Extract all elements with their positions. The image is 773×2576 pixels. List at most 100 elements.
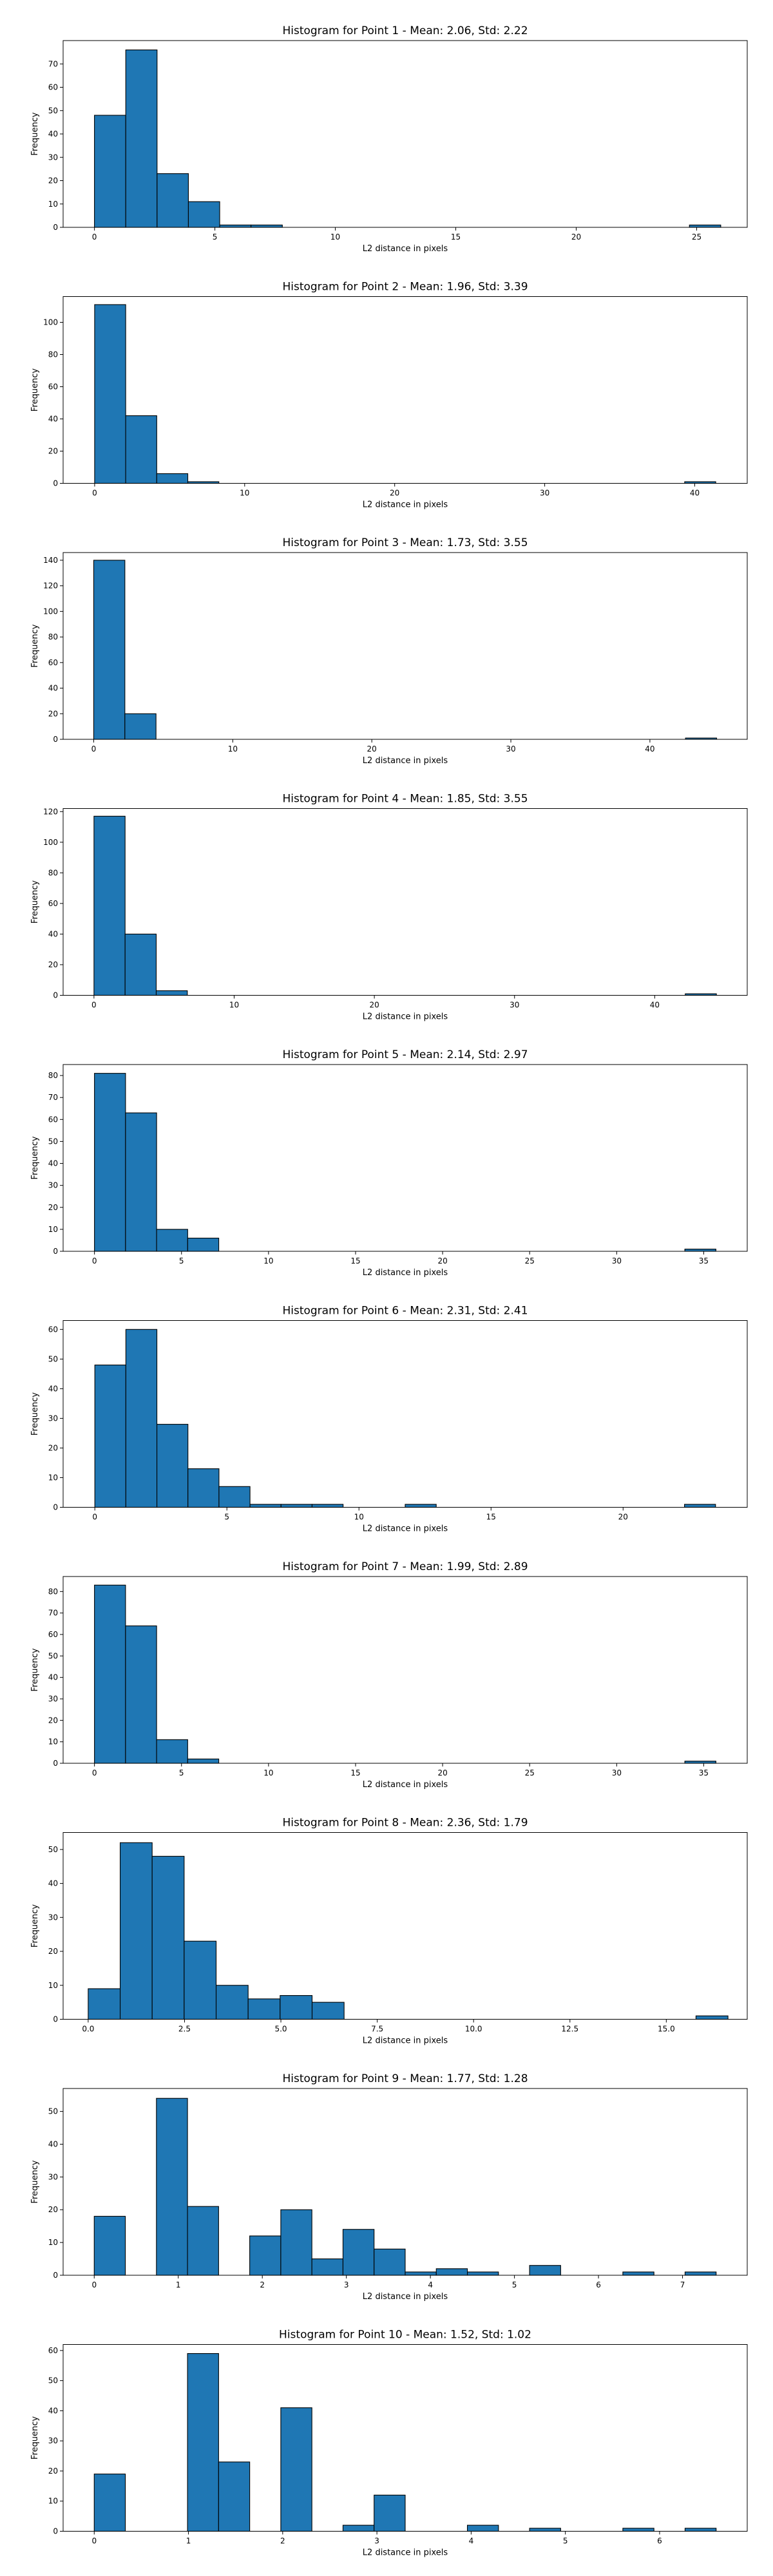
histogram-bar [125,1112,157,1252]
x-tick-label: 1 [186,2537,191,2546]
y-tick-label: 70 [48,59,58,68]
histogram-bar [405,1504,437,1508]
x-tick-label: 15 [486,1513,496,1522]
y-tick-label: 0 [53,1247,58,1256]
y-tick-label: 60 [48,1630,58,1639]
histogram-bar [684,1249,716,1252]
x-tick-label: 0 [92,1768,97,1777]
y-tick-label: 20 [48,1443,58,1452]
y-axis-label: Frequency [30,624,40,667]
plot-frame [62,1832,748,2020]
histogram-bar [125,49,158,228]
y-axis-label: Frequency [30,368,40,412]
histogram-panel-8: Histogram for Point 8 - Mean: 2.36, Std:… [30,1817,748,2046]
x-tick-label: 10 [263,1768,273,1777]
y-tick-label: 30 [48,1913,58,1922]
x-tick-label: 35 [699,1256,709,1265]
y-axis-label: Frequency [30,1904,40,1947]
histogram-bar [374,2248,406,2276]
chart-title: Histogram for Point 3 - Mean: 1.73, Std:… [282,536,528,549]
chart-title: Histogram for Point 4 - Mean: 1.85, Std:… [282,793,528,806]
x-tick-label: 15 [350,1768,360,1777]
x-tick-label: 25 [525,1768,535,1777]
x-tick-label: 0 [91,2537,97,2546]
histogram-bar [249,1504,282,1508]
plot-frame [62,2088,748,2276]
x-tick-label: 6 [596,2280,601,2289]
x-tick-label: 15 [451,232,461,242]
histogram-bar [684,1504,716,1508]
plot-frame [62,552,748,740]
y-tick-label: 30 [48,2172,58,2181]
chart-title: Histogram for Point 5 - Mean: 2.14, Std:… [282,1048,528,1061]
histogram-bar [124,713,157,740]
y-tick-label: 10 [48,1738,58,1747]
x-tick-label: 30 [612,1256,622,1265]
x-tick-label: 0 [91,1001,97,1010]
y-tick-label: 50 [48,106,58,115]
histogram-bar [187,1237,220,1252]
y-tick-label: 60 [48,2346,58,2355]
y-tick-label: 30 [48,1181,58,1190]
x-tick-label: 10 [263,1256,273,1265]
x-tick-label: 0 [92,489,97,498]
y-axis-label: Frequency [30,2416,40,2459]
y-tick-label: 0 [53,2271,58,2280]
x-tick-label: 2 [260,2280,265,2289]
x-tick-label: 7.5 [371,2025,383,2034]
histogram-bar [466,2271,499,2276]
x-tick-label: 40 [650,1001,660,1010]
y-tick-label: 0 [53,1759,58,1768]
histogram-bar [529,2528,561,2532]
x-tick-label: 0 [92,1513,97,1522]
y-tick-label: 40 [48,415,58,424]
histogram-panel-3: Histogram for Point 3 - Mean: 1.73, Std:… [30,536,748,766]
histogram-bar [405,2271,437,2276]
x-tick-label: 5 [563,2537,568,2546]
histogram-bar [280,1995,313,2020]
y-tick-label: 40 [48,2406,58,2415]
y-tick-label: 60 [48,658,58,667]
y-tick-label: 20 [48,1716,58,1725]
x-tick-label: 1 [176,2280,181,2289]
y-axis-label: Frequency [30,1136,40,1179]
plot-frame [62,1064,748,1252]
y-tick-label: 40 [48,684,58,693]
chart-title: Histogram for Point 9 - Mean: 1.77, Std:… [282,2072,528,2085]
chart-title: Histogram for Point 10 - Mean: 1.52, Std… [279,2329,531,2342]
x-tick-label: 4 [469,2537,474,2546]
y-tick-label: 80 [48,350,58,359]
x-axis-label: L2 distance in pixels [363,2548,448,2558]
x-tick-label: 0 [92,1256,97,1265]
histogram-bar [342,2229,375,2276]
y-tick-label: 40 [48,1673,58,1682]
y-tick-label: 30 [48,153,58,162]
y-tick-label: 140 [43,556,58,565]
y-tick-label: 80 [48,632,58,641]
x-tick-label: 3 [374,2537,379,2546]
histogram-bar [684,2271,717,2276]
x-tick-label: 15 [350,1256,360,1265]
x-tick-label: 30 [612,1768,622,1777]
x-axis-label: L2 distance in pixels [363,1524,448,1534]
histogram-bar [94,1364,126,1508]
x-tick-label: 30 [540,489,549,498]
x-tick-label: 0 [92,232,97,242]
y-tick-label: 40 [48,1384,58,1393]
y-tick-label: 20 [48,1947,58,1956]
histogram-bar [187,201,220,228]
histogram-bar [695,2015,729,2020]
x-tick-label: 15.0 [658,2025,675,2034]
histogram-bar [311,1504,344,1508]
histogram-bar [622,2528,654,2532]
y-axis-label: Frequency [30,1392,40,1435]
y-tick-label: 10 [48,1225,58,1234]
y-tick-label: 60 [48,1115,58,1124]
y-tick-label: 80 [48,1587,58,1596]
y-tick-label: 100 [43,838,58,847]
x-axis-label: L2 distance in pixels [363,500,448,510]
x-tick-label: 35 [699,1768,709,1777]
y-tick-label: 0 [53,735,58,744]
histogram-bar [155,990,188,996]
y-tick-label: 120 [43,582,58,591]
